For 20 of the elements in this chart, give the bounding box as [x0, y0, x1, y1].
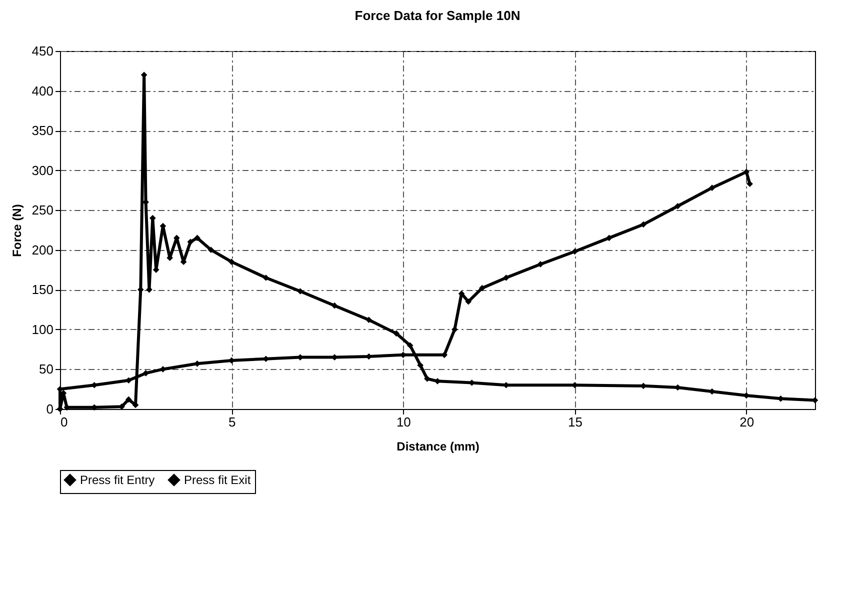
- x-tick-label: 20: [740, 414, 754, 430]
- y-tick-label: 250: [32, 202, 54, 218]
- y-tick-label: 0: [46, 402, 54, 416]
- y-tick-label: 300: [32, 162, 54, 178]
- y-tick-label: 50: [39, 362, 54, 377]
- y-tick-label: 400: [32, 83, 54, 98]
- x-tick-label: 5: [228, 414, 236, 430]
- y-tick-label: 450: [32, 44, 54, 58]
- y-tick-label: 100: [32, 322, 54, 337]
- x-tick-label: 0: [60, 414, 68, 430]
- x-tick-label: 15: [568, 414, 583, 430]
- legend-label: Press fit Exit: [184, 473, 252, 487]
- legend-label: Press fit Entry: [80, 473, 155, 487]
- y-axis-title: Force (N): [10, 204, 24, 257]
- x-axis-title: Distance (mm): [396, 440, 480, 454]
- x-tick-label: 10: [396, 414, 411, 430]
- y-tick-label: 350: [32, 123, 54, 138]
- chart-title: Force Data for Sample 10N: [354, 8, 520, 23]
- y-tick-label: 150: [32, 282, 54, 298]
- y-tick-label: 200: [32, 242, 54, 258]
